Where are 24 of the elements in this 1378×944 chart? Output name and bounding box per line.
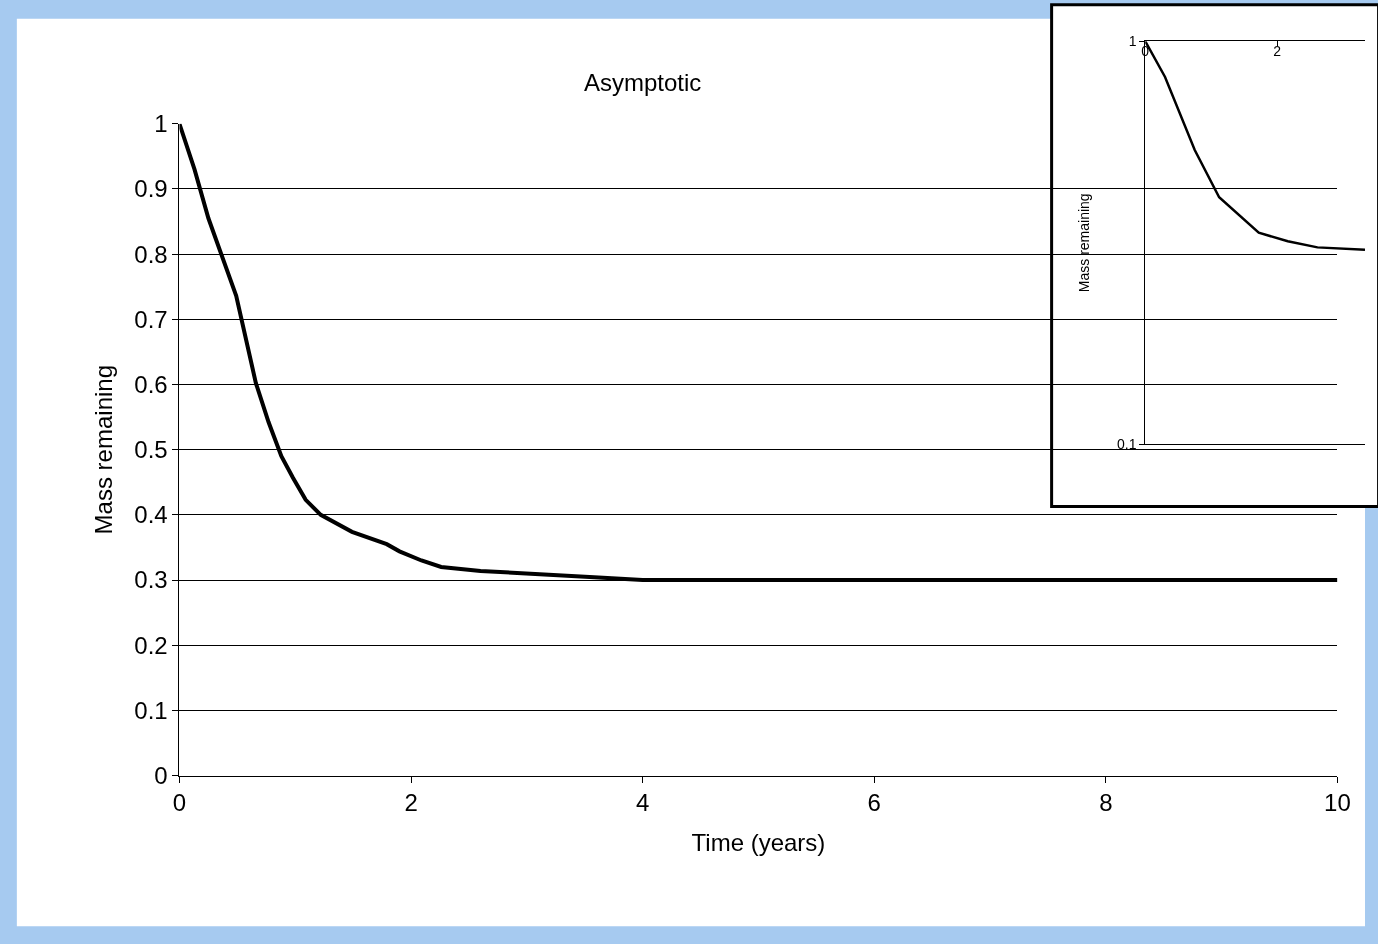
y-tick-label: 1	[154, 110, 168, 138]
y-tick-label: 0.1	[134, 696, 168, 724]
y-axis-title: Mass remaining	[1075, 193, 1092, 293]
x-tick-label: 0	[172, 789, 187, 817]
y-tick-label: 1	[1128, 33, 1137, 50]
x-axis-title: Time (years)	[691, 828, 826, 856]
x-tick-label: 4	[635, 789, 650, 817]
chart-title: Asymptotic	[584, 69, 702, 96]
y-tick-label: 0.4	[134, 501, 168, 529]
y-tick-label: 0.2	[134, 631, 168, 659]
y-tick-label: 0.8	[134, 240, 168, 268]
x-tick-label: 2	[1273, 43, 1282, 60]
y-tick-label: 0.6	[134, 370, 168, 398]
x-tick-label: 2	[404, 789, 418, 817]
y-tick-label: 0.5	[134, 436, 168, 464]
x-tick-label: 6	[867, 789, 881, 817]
y-tick-label: 0	[154, 761, 168, 789]
x-tick-label: 10	[1324, 789, 1351, 817]
y-tick-label: 0.7	[134, 305, 168, 333]
y-tick-label: 0.3	[134, 566, 168, 594]
y-axis-title: Mass remaining	[90, 364, 118, 535]
y-tick-label: 0.1	[1116, 436, 1137, 453]
y-tick-label: 0.9	[134, 175, 168, 203]
x-tick-label: 8	[1099, 789, 1113, 817]
